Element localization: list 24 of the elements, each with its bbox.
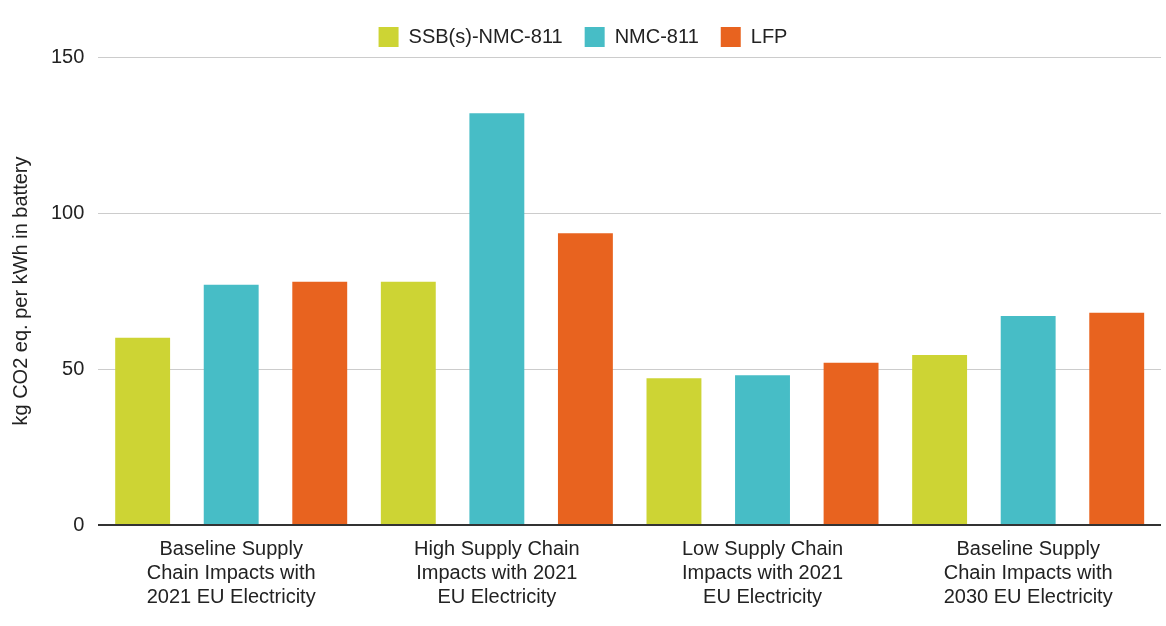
bar	[646, 378, 702, 524]
x-tick-label: Baseline Supply Chain Impacts with 2021 EU Electricity	[146, 536, 316, 607]
bar	[823, 362, 879, 524]
x-tick-label: Low Supply Chain Impacts with 2021 EU Electricity	[681, 536, 844, 607]
bar	[292, 281, 348, 524]
legend-label: SSB(s)-NMC-811	[408, 24, 563, 47]
bar	[557, 233, 613, 524]
bar	[1000, 315, 1056, 524]
legend-label: NMC-811	[614, 24, 699, 47]
y-tick-label: 50	[62, 356, 85, 379]
y-tick-label: 100	[50, 200, 85, 223]
x-tick-label: Baseline Supply Chain Impacts with 2030 EU Electricity	[943, 536, 1113, 607]
bar	[380, 281, 436, 524]
bar	[469, 113, 525, 524]
y-axis-title: kg CO2 eq. per kWh in battery	[8, 156, 31, 426]
y-tick-label: 150	[50, 44, 85, 67]
y-tick-label: 0	[73, 512, 85, 535]
bar	[912, 354, 968, 524]
legend-label: LFP	[750, 24, 788, 47]
bar	[115, 337, 171, 524]
bar	[203, 284, 259, 524]
x-tick-label: High Supply Chain Impacts with 2021 EU Electricity	[414, 536, 580, 607]
bar	[735, 375, 790, 524]
bar	[1089, 312, 1145, 524]
